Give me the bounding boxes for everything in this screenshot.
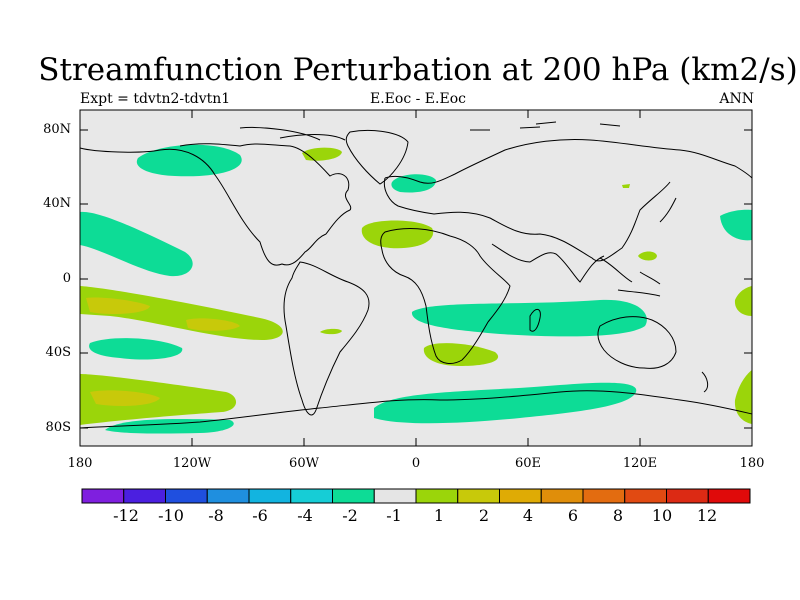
negative-anomaly-regions — [80, 144, 752, 434]
colorbar-label: -1 — [386, 506, 402, 525]
neg-region-south-pacific-far — [105, 419, 234, 434]
colorbar-swatch — [499, 488, 542, 504]
colorbar-label: -12 — [113, 506, 139, 525]
colorbar-label: -2 — [342, 506, 358, 525]
colorbar-label: 6 — [567, 506, 579, 525]
strong-positive-regions — [86, 297, 240, 406]
experiment-label: Expt = tdvtn2-tdvtn1 — [80, 91, 231, 107]
lat-label-40n: 40N — [43, 196, 71, 211]
lon-label-180e: 180 — [739, 456, 765, 471]
colorbar-swatch — [206, 488, 250, 504]
colorbar-swatch — [582, 488, 626, 504]
coast-south-america — [283, 261, 370, 416]
colorbar-swatch — [373, 488, 417, 504]
pos-region-pacific-east-edge — [734, 286, 752, 316]
colorbar-swatch — [666, 488, 709, 504]
lat-label-0: 0 — [62, 271, 71, 286]
coast-new-zealand — [701, 371, 709, 393]
colorbar-label: 4 — [522, 506, 534, 525]
pos-region-south-atlantic-small — [320, 328, 342, 335]
coast-antarctica — [79, 390, 753, 429]
coast-japan — [659, 197, 677, 223]
pos-region-pacific-south-edge — [734, 370, 752, 424]
lon-label-60e: 60E — [514, 456, 542, 471]
lat-label-80n: 80N — [43, 122, 71, 137]
neg-region-atlantic-indian — [411, 299, 647, 337]
colorbar-label: 1 — [433, 506, 445, 525]
coast-africa — [380, 228, 511, 364]
colorbar-label: -4 — [297, 506, 313, 525]
neg-region-east-pacific — [80, 211, 193, 277]
season-label: ANN — [719, 91, 754, 107]
coast-arabia-india — [491, 243, 605, 283]
colorbar-swatch — [81, 488, 125, 504]
coast-canada-arctic — [239, 127, 346, 141]
coastlines — [79, 121, 753, 429]
pos2-region-tropics-1 — [86, 297, 150, 314]
colorbar — [81, 488, 751, 504]
neg-region-west-pacific-tropics — [720, 209, 752, 241]
lat-label-40s: 40S — [45, 345, 71, 360]
pos-region-south-africa — [423, 343, 499, 366]
colorbar-label: -10 — [158, 506, 184, 525]
colorbar-swatch — [415, 488, 459, 504]
colorbar-label: -8 — [208, 506, 224, 525]
colorbar-swatch — [540, 488, 584, 504]
colorbar-label: 12 — [696, 506, 718, 525]
colorbar-swatch — [123, 488, 166, 504]
lat-label-80s: 80S — [45, 420, 71, 435]
colorbar-label: 8 — [612, 506, 624, 525]
pos-region-west-pacific-small — [638, 251, 657, 261]
lon-label-120w: 120W — [172, 456, 212, 471]
pos-region-mediterranean — [361, 220, 434, 249]
colorbar-label: -6 — [252, 506, 268, 525]
colorbar-label: 2 — [478, 506, 490, 525]
neg-region-europe — [391, 174, 436, 193]
lon-label-120e: 120E — [622, 456, 658, 471]
pos2-region-tropics-2 — [186, 318, 240, 331]
colorbar-swatch — [248, 488, 292, 504]
colorbar-swatch — [332, 488, 375, 504]
case-label: E.Eoc - E.Eoc — [370, 91, 466, 107]
colorbar-swatch — [707, 488, 751, 504]
coast-europe-asia — [383, 139, 753, 262]
coast-north-america — [79, 143, 352, 266]
neg-region-south-pacific-mid — [89, 338, 183, 360]
plot-title: Streamfunction Perturbation at 200 hPa (… — [38, 52, 798, 88]
pos-region-siberia-dot — [622, 184, 630, 188]
pos2-region-south-pacific — [90, 390, 160, 406]
axis-ticks — [80, 110, 752, 446]
colorbar-swatch — [624, 488, 667, 504]
neg-region-southern-ocean — [374, 382, 637, 424]
pos-region-north-atlantic — [302, 147, 342, 161]
lon-label-60w: 60W — [289, 456, 319, 471]
colorbar-swatch — [457, 488, 500, 504]
colorbar-swatch — [290, 488, 333, 504]
coast-madagascar — [529, 309, 541, 332]
lon-label-0: 0 — [411, 456, 421, 471]
coast-southeast-asia — [599, 257, 661, 297]
neg-region-north-pacific — [136, 144, 242, 177]
coast-australia — [597, 316, 677, 369]
colorbar-swatch — [165, 488, 208, 504]
coast-arctic-islands — [470, 121, 621, 131]
coast-greenland — [345, 129, 409, 185]
lon-label-180w: 180 — [67, 456, 93, 471]
colorbar-label: 10 — [651, 506, 673, 525]
